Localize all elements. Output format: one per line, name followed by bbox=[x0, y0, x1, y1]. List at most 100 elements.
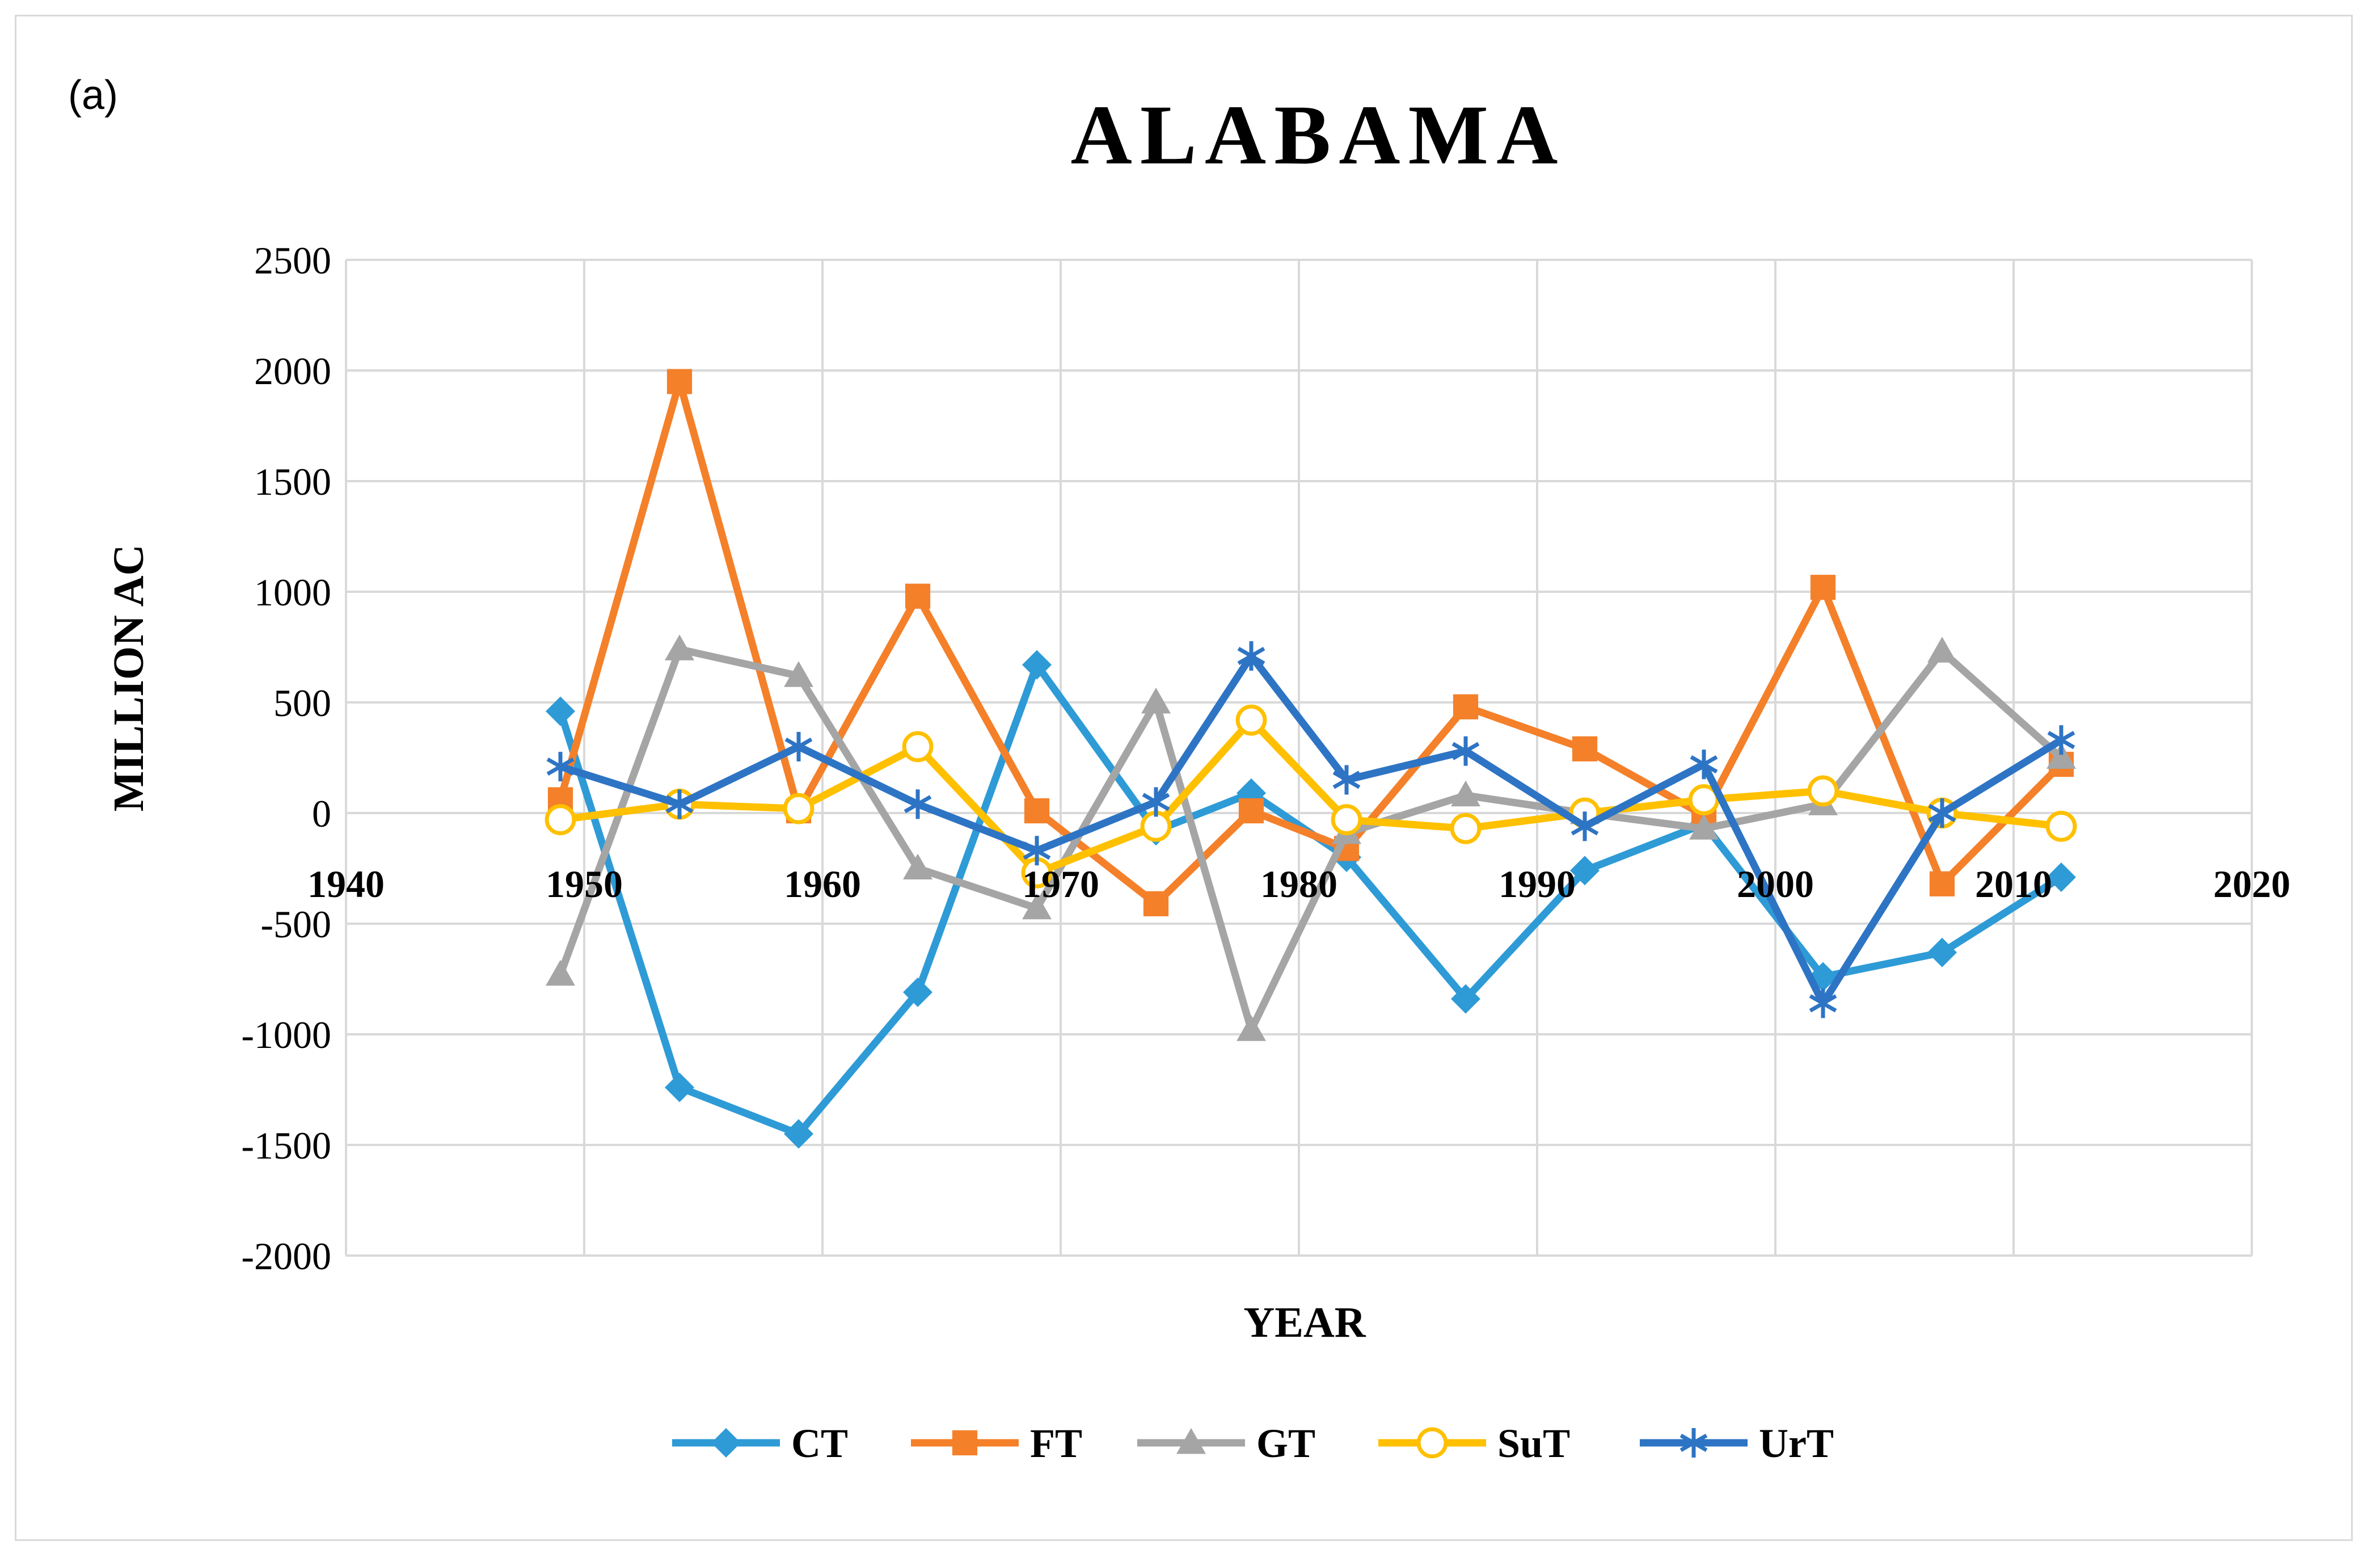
data-point-sut bbox=[1450, 812, 1482, 844]
panel-label: (a) bbox=[68, 73, 118, 118]
legend-label-urt: UrT bbox=[1759, 1421, 1834, 1466]
chart-frame bbox=[15, 15, 2353, 1541]
data-point-sut bbox=[2045, 810, 2077, 842]
data-point-urt bbox=[1690, 749, 1718, 780]
data-point-gt bbox=[546, 959, 575, 986]
data-point-urt bbox=[1023, 836, 1051, 866]
data-point-ct bbox=[784, 1119, 813, 1149]
data-point-urt bbox=[546, 752, 575, 782]
y-tick-label: -2000 bbox=[241, 1235, 331, 1278]
x-tick-label: 1940 bbox=[307, 862, 385, 906]
data-point-sut bbox=[1235, 704, 1267, 736]
gridlines bbox=[345, 259, 2253, 1257]
y-tick-label: 2000 bbox=[254, 350, 331, 393]
data-point-gt bbox=[1141, 688, 1171, 714]
data-point-urt bbox=[1332, 765, 1361, 795]
data-point-urt bbox=[904, 789, 932, 819]
series-lines bbox=[545, 369, 2077, 1149]
data-point-ft bbox=[666, 369, 693, 394]
data-point-gt bbox=[1022, 893, 1052, 920]
y-tick-label: -500 bbox=[260, 903, 331, 946]
series-ft bbox=[547, 369, 2074, 916]
data-point-ct bbox=[1927, 937, 1957, 967]
x-tick-label: 2020 bbox=[2213, 862, 2290, 906]
legend-item-sut: SuT bbox=[1378, 1421, 1570, 1466]
x-tick-label: 1990 bbox=[1499, 862, 1576, 906]
y-axis-label: MILLION AC bbox=[105, 545, 153, 812]
data-point-gt bbox=[2046, 743, 2076, 769]
data-point-ft bbox=[1810, 575, 1836, 600]
y-tick-label: 0 bbox=[312, 792, 331, 835]
data-point-ft bbox=[1238, 798, 1264, 824]
data-point-gt bbox=[1237, 1015, 1266, 1041]
data-point-ct bbox=[665, 1072, 694, 1102]
data-point-gt bbox=[784, 661, 813, 687]
y-tick-label: 2500 bbox=[254, 239, 331, 282]
data-point-urt bbox=[1142, 787, 1170, 817]
legend-item-ct: CT bbox=[672, 1421, 848, 1466]
legend-marker-gt bbox=[1176, 1428, 1206, 1454]
series-line-gt bbox=[556, 645, 2065, 1034]
y-tick-label: 1000 bbox=[254, 571, 331, 614]
data-point-ct bbox=[2046, 862, 2076, 892]
data-point-sut bbox=[783, 793, 815, 824]
data-point-sut bbox=[1807, 775, 1839, 807]
y-axis-ticks: 2500 2000 1500 1000 500 0 -500 -1000 -1500 -2000 bbox=[241, 239, 331, 1278]
legend-marker-ct bbox=[711, 1428, 741, 1458]
legend-marker-sut bbox=[1416, 1427, 1448, 1459]
series-sut bbox=[545, 704, 2077, 889]
legend-marker-urt bbox=[1679, 1428, 1708, 1458]
data-point-urt bbox=[2047, 725, 2075, 755]
series-gt bbox=[546, 634, 2076, 1041]
data-point-urt bbox=[1571, 811, 1599, 841]
data-point-ft bbox=[1572, 736, 1598, 761]
y-tick-label: -1000 bbox=[241, 1013, 331, 1056]
data-point-sut bbox=[1331, 804, 1362, 836]
data-point-ft bbox=[905, 583, 931, 609]
data-point-ct bbox=[546, 696, 575, 726]
data-point-gt bbox=[665, 634, 694, 660]
x-tick-label: 1970 bbox=[1022, 862, 1099, 906]
data-point-urt bbox=[1928, 798, 1956, 828]
legend-marker-ft bbox=[952, 1430, 978, 1456]
x-tick-label: 1960 bbox=[784, 862, 861, 906]
data-point-urt bbox=[1809, 988, 1837, 1018]
series-urt bbox=[546, 641, 2075, 1018]
data-point-gt bbox=[1689, 814, 1719, 840]
data-point-urt bbox=[1237, 641, 1265, 671]
x-axis-label: YEAR bbox=[1243, 1299, 1366, 1346]
data-point-sut bbox=[902, 731, 934, 763]
legend-label-ft: FT bbox=[1030, 1421, 1082, 1466]
data-point-gt bbox=[1927, 637, 1957, 663]
x-tick-label: 1980 bbox=[1260, 862, 1337, 906]
legend-item-ft: FT bbox=[911, 1421, 1082, 1466]
legend-item-urt: UrT bbox=[1640, 1421, 1834, 1466]
data-point-sut bbox=[1140, 810, 1172, 842]
data-point-ct bbox=[1022, 650, 1052, 680]
data-point-ft bbox=[1024, 798, 1050, 824]
y-tick-label: 1500 bbox=[254, 460, 331, 503]
data-point-urt bbox=[665, 789, 694, 819]
legend: CT FT GT SuT UrT bbox=[672, 1421, 1834, 1466]
data-point-ct bbox=[1451, 984, 1480, 1014]
data-point-ft bbox=[1453, 694, 1479, 719]
data-point-ft bbox=[1929, 871, 1955, 896]
data-point-ct bbox=[1570, 856, 1600, 886]
series-ct bbox=[546, 650, 2076, 1149]
data-point-sut bbox=[545, 804, 576, 836]
data-point-urt bbox=[784, 732, 813, 761]
x-tick-label: 2000 bbox=[1737, 862, 1814, 906]
y-tick-label: 500 bbox=[273, 681, 331, 725]
series-line-sut bbox=[556, 716, 2065, 877]
y-tick-label: -1500 bbox=[241, 1124, 331, 1167]
x-tick-label: 1950 bbox=[546, 862, 623, 906]
data-point-ct bbox=[903, 977, 932, 1007]
legend-item-gt: GT bbox=[1137, 1421, 1315, 1466]
legend-label-sut: SuT bbox=[1497, 1421, 1570, 1466]
data-point-gt bbox=[1451, 780, 1480, 807]
data-point-gt bbox=[903, 853, 932, 879]
x-axis-ticks: 1940 1950 1960 1970 1980 1990 2000 2010 2020 bbox=[307, 862, 2290, 906]
data-point-ft bbox=[1143, 891, 1169, 916]
x-tick-label: 2010 bbox=[1975, 862, 2052, 906]
